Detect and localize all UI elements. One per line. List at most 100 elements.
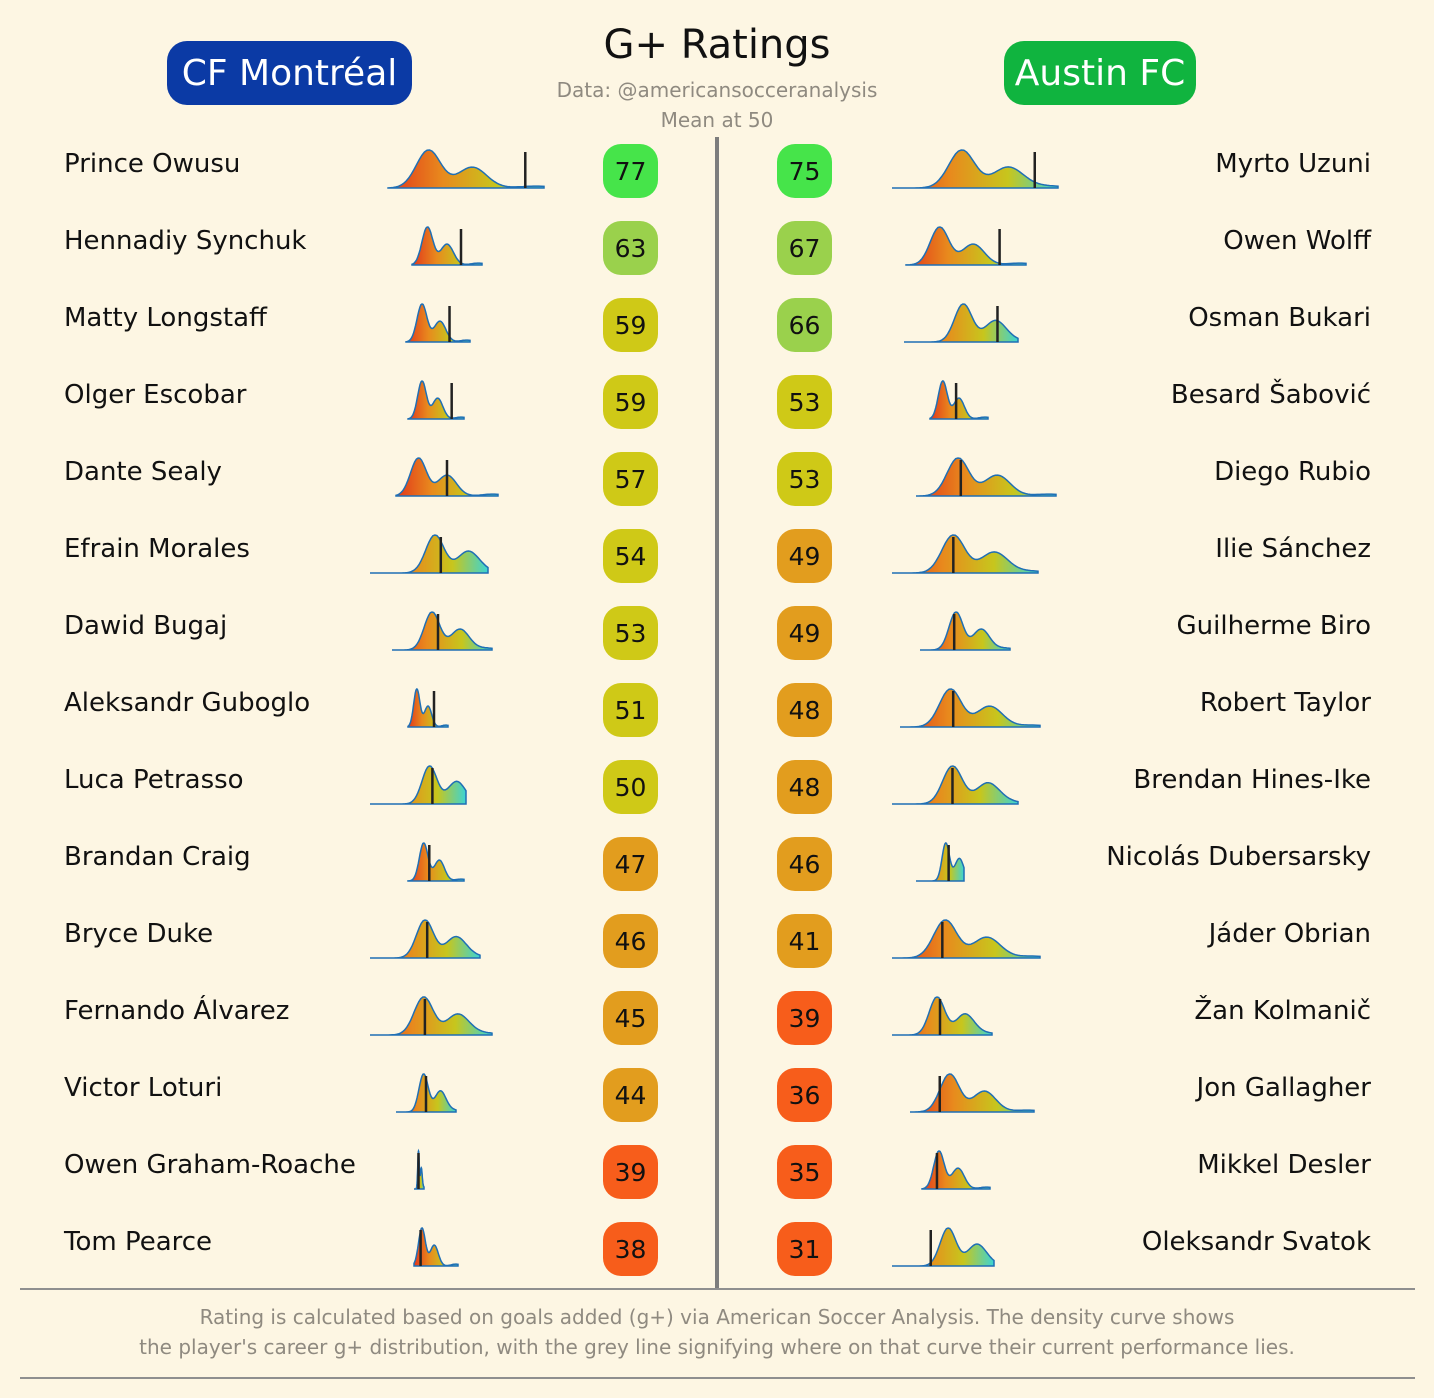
density-curve-right — [892, 765, 1019, 805]
rating-badge-right: 31 — [777, 1222, 832, 1276]
table-row: Bryce Duke 46 41 Jáder Obrian — [0, 904, 1434, 981]
rating-badge-right: 48 — [777, 760, 832, 814]
table-row: Dawid Bugaj 53 49 Guilherme Biro — [0, 596, 1434, 673]
table-row: Hennadiy Synchuk 63 67 Owen Wolff — [0, 211, 1434, 288]
density-curve-right — [892, 919, 1041, 959]
density-curve-right — [892, 534, 1039, 574]
rating-badge-right: 36 — [777, 1068, 832, 1122]
player-name-right: Brendan Hines-Ike — [1133, 765, 1371, 795]
table-row: Brandan Craig 47 46 Nicolás Dubersarsky — [0, 827, 1434, 904]
player-name-right: Jáder Obrian — [1208, 919, 1371, 949]
density-curve-left — [370, 919, 481, 959]
player-name-right: Oleksandr Svatok — [1141, 1227, 1371, 1257]
density-curve-left — [387, 149, 545, 189]
density-curve-left — [411, 226, 483, 266]
footnote-top-rule — [20, 1288, 1415, 1290]
player-name-left: Efrain Morales — [64, 534, 250, 564]
table-row: Tom Pearce 38 31 Oleksandr Svatok — [0, 1212, 1434, 1289]
rating-badge-left: 59 — [603, 375, 658, 429]
density-curve-right — [892, 996, 993, 1036]
table-row: Owen Graham-Roache 39 35 Mikkel Desler — [0, 1135, 1434, 1212]
rating-badge-left: 38 — [603, 1222, 658, 1276]
density-curve-left — [395, 457, 499, 497]
density-curve-left — [370, 996, 493, 1036]
player-name-right: Nicolás Dubersarsky — [1106, 842, 1371, 872]
rating-badge-right: 46 — [777, 837, 832, 891]
player-name-left: Prince Owusu — [64, 149, 241, 179]
rating-badge-right: 41 — [777, 914, 832, 968]
mean-note: Mean at 50 — [660, 108, 774, 132]
rating-badge-right: 75 — [777, 144, 832, 198]
rating-badge-left: 44 — [603, 1068, 658, 1122]
rating-badge-right: 35 — [777, 1145, 832, 1199]
density-curve-left — [413, 1227, 459, 1267]
chart-subtitle: Data: @americansocceranalysis — [556, 78, 878, 102]
table-row: Fernando Álvarez 45 39 Žan Kolmanič — [0, 981, 1434, 1058]
table-row: Luca Petrasso 50 48 Brendan Hines-Ike — [0, 750, 1434, 827]
density-curve-left — [407, 842, 465, 882]
density-curve-right — [892, 149, 1059, 189]
player-name-right: Owen Wolff — [1223, 226, 1371, 256]
table-row: Victor Loturi 44 36 Jon Gallagher — [0, 1058, 1434, 1135]
rating-badge-right: 49 — [777, 606, 832, 660]
density-curve-right — [910, 1073, 1035, 1113]
density-curve-left — [370, 765, 467, 805]
player-name-right: Osman Bukari — [1188, 303, 1371, 333]
rating-badge-left: 45 — [603, 991, 658, 1045]
rating-badge-right: 39 — [777, 991, 832, 1045]
player-name-left: Brandan Craig — [64, 842, 251, 872]
player-name-left: Bryce Duke — [64, 919, 214, 949]
player-name-left: Hennadiy Synchuk — [64, 226, 307, 256]
player-name-right: Mikkel Desler — [1197, 1150, 1371, 1180]
table-row: Dante Sealy 57 53 Diego Rubio — [0, 442, 1434, 519]
rating-badge-right: 53 — [777, 452, 832, 506]
density-curve-left — [414, 1148, 425, 1190]
rating-badge-right: 67 — [777, 221, 832, 275]
player-name-left: Dante Sealy — [64, 457, 222, 487]
rating-badge-left: 46 — [603, 914, 658, 968]
player-name-left: Fernando Álvarez — [64, 996, 290, 1026]
footnote-line-1: Rating is calculated based on goals adde… — [199, 1305, 1235, 1329]
table-row: Aleksandr Guboglo 51 48 Robert Taylor — [0, 673, 1434, 750]
rating-badge-left: 53 — [603, 606, 658, 660]
chart-title: G+ Ratings — [603, 22, 831, 68]
player-name-right: Myrto Uzuni — [1215, 149, 1371, 179]
player-name-right: Guilherme Biro — [1176, 611, 1371, 641]
density-curve-right — [905, 226, 1027, 266]
player-name-left: Tom Pearce — [64, 1227, 213, 1257]
rating-badge-left: 59 — [603, 298, 658, 352]
density-curve-left — [396, 1073, 457, 1113]
player-name-left: Victor Loturi — [64, 1073, 223, 1103]
rating-badge-left: 47 — [603, 837, 658, 891]
density-curve-left — [370, 534, 489, 574]
table-row: Olger Escobar 59 53 Besard Šabović — [0, 365, 1434, 442]
density-curve-right — [904, 303, 1019, 343]
density-curve-right — [921, 1150, 991, 1190]
table-row: Prince Owusu 77 75 Myrto Uzuni — [0, 134, 1434, 211]
player-name-right: Jon Gallagher — [1196, 1073, 1371, 1103]
team-name-right: Austin FC — [1014, 52, 1186, 94]
player-name-right: Besard Šabović — [1170, 380, 1371, 410]
player-name-right: Robert Taylor — [1199, 688, 1371, 718]
density-curve-right — [892, 1227, 995, 1267]
team-pill-right: Austin FC — [1004, 41, 1196, 105]
rating-badge-left: 57 — [603, 452, 658, 506]
rating-badge-right: 48 — [777, 683, 832, 737]
rating-badge-right: 49 — [777, 529, 832, 583]
rating-badge-left: 77 — [603, 144, 658, 198]
rating-badge-left: 51 — [603, 683, 658, 737]
density-curve-left — [407, 380, 465, 420]
player-name-right: Žan Kolmanič — [1194, 996, 1371, 1026]
rating-badge-right: 53 — [777, 375, 832, 429]
table-row: Matty Longstaff 59 66 Osman Bukari — [0, 288, 1434, 365]
density-curve-left — [407, 688, 449, 728]
team-name-left: CF Montréal — [181, 52, 398, 94]
rating-badge-left: 63 — [603, 221, 658, 275]
player-name-right: Diego Rubio — [1214, 457, 1371, 487]
team-pill-left: CF Montréal — [167, 41, 412, 105]
table-row: Efrain Morales 54 49 Ilie Sánchez — [0, 519, 1434, 596]
footnote-bottom-rule — [20, 1377, 1415, 1379]
density-curve-right — [916, 842, 965, 882]
rating-badge-left: 50 — [603, 760, 658, 814]
rating-badge-right: 66 — [777, 298, 832, 352]
